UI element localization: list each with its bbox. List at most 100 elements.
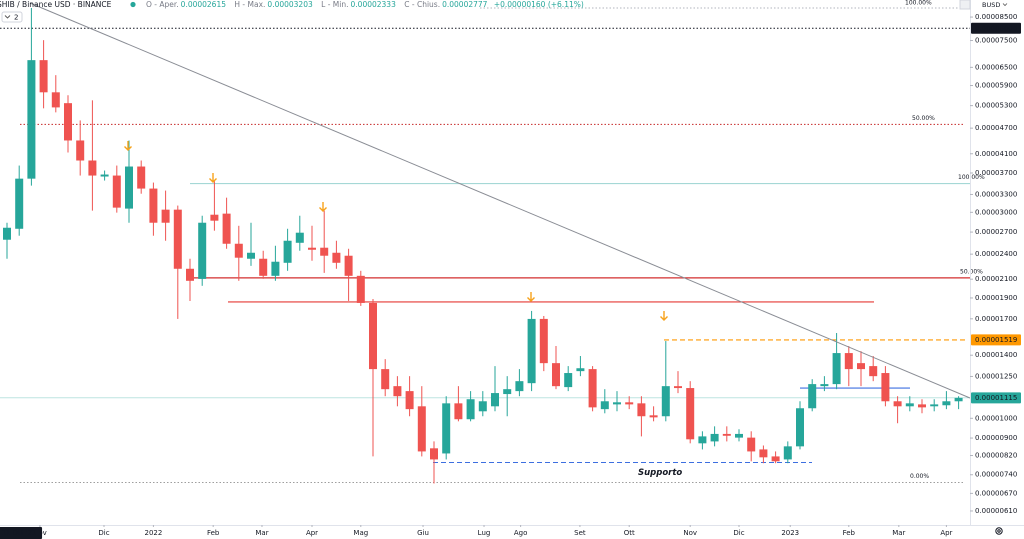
y-tick-label: 0.00002400 [975, 250, 1017, 258]
arrow [527, 292, 535, 302]
candle-body [722, 433, 731, 436]
candle-body [491, 393, 499, 407]
y-tick-label: 0.00000900 [975, 434, 1017, 442]
y-tick-label: 0.00000740 [975, 471, 1017, 479]
candle-body [332, 252, 341, 263]
price-label: 0.00001519 [975, 336, 1017, 344]
candle-body [527, 318, 536, 384]
y-tick-label: 0.00005300 [975, 102, 1017, 110]
candle-body [576, 368, 585, 372]
candle-body [588, 369, 597, 408]
y-tick-label: 0.00000820 [975, 451, 1017, 459]
x-tick-label: Lug [478, 529, 491, 537]
candle-body [381, 369, 390, 390]
level-label: 100.00% [905, 0, 932, 7]
candle-body [112, 175, 121, 208]
candle-body [186, 268, 194, 281]
arrow [319, 202, 327, 212]
candle-body [3, 227, 11, 240]
y-tick-label: 0.00001250 [975, 372, 1017, 380]
y-tick-label: 0.00002100 [975, 275, 1017, 283]
candle-body [198, 222, 207, 279]
candle-body [308, 247, 316, 250]
candle-body [125, 166, 133, 209]
field-value: 0.00002777 [442, 0, 488, 9]
change: +0.00000160 (+6.11%) [494, 0, 584, 9]
trend-line [29, 2, 971, 399]
candle-body [27, 60, 36, 179]
x-tick-label: Set [574, 529, 586, 537]
time-axis [0, 525, 1024, 539]
level-label: Supporto [638, 468, 682, 478]
x-tick-label: 2022 [144, 529, 162, 537]
candle-body [503, 389, 512, 395]
price-axis: 0.00008500 0.00007500 0.00006500 0.00005900… [970, 13, 1021, 515]
price-label: 0.00001115 [975, 394, 1017, 402]
legend-header: SHIB / Binance USD · BINANCE [0, 0, 112, 9]
x-tick-label: Mar [892, 529, 905, 537]
candle-body [430, 448, 438, 460]
currency-label[interactable]: BUSD [982, 1, 1000, 9]
x-tick-label: Feb [843, 529, 856, 537]
currency-chevron [1002, 3, 1008, 7]
candle-body [954, 397, 963, 402]
y-tick-label: 0.00006500 [975, 63, 1017, 71]
symbol: SHIB / Binance USD · BINANCE [0, 0, 112, 9]
status-dot [130, 1, 136, 8]
candle-body [405, 391, 414, 410]
candle-body [393, 386, 402, 397]
x-tick-label: Mag [353, 529, 368, 537]
candle-body [320, 247, 329, 256]
candle-body [356, 275, 365, 303]
candle-body [149, 188, 158, 223]
candle-body [698, 436, 707, 444]
candle-body [39, 60, 48, 93]
candle-body [832, 353, 841, 385]
candle-body [637, 403, 646, 417]
candle-body [918, 404, 926, 408]
x-tick-label: Apr [940, 529, 952, 537]
y-tick-label: 0.00003300 [975, 190, 1017, 198]
arrow [124, 141, 132, 151]
field-name: C - Chius. [404, 0, 440, 9]
field-value: 0.00002615 [181, 0, 227, 9]
candle-body [649, 415, 658, 418]
candle-body [564, 373, 573, 388]
cursor-label: 11 Ott '21 [1, 529, 36, 537]
candle-body [552, 363, 560, 387]
price-label-box [971, 334, 1021, 346]
chevron [4, 15, 11, 19]
candle-body [796, 408, 804, 447]
candle-body [905, 403, 914, 407]
candle-body [759, 449, 768, 458]
price-label-box [971, 22, 1021, 34]
candle-body [613, 402, 621, 405]
candle-body [295, 232, 304, 243]
indicators-toggle[interactable] [1, 11, 23, 23]
y-tick-label: 0.00001900 [975, 294, 1017, 302]
x-tick-label: Dic [733, 529, 744, 537]
candle-body [600, 401, 609, 410]
candle-body [442, 403, 451, 454]
candle-body [625, 402, 634, 405]
x-tick-label: 2023 [781, 529, 799, 537]
candle-body [259, 258, 268, 276]
candle-body [454, 403, 463, 420]
level-label: 100.00% [958, 174, 985, 181]
x-tick-label: Feb [207, 529, 220, 537]
y-tick-label: 0.00000610 [975, 507, 1017, 515]
settings-gear[interactable] [995, 527, 1003, 535]
candle-body [15, 178, 24, 229]
x-tick-label: Dic [98, 529, 109, 537]
arrow [660, 311, 668, 321]
toolbar-button[interactable] [959, 0, 971, 10]
y-tick-label: 0.00003000 [975, 208, 1017, 216]
arrow-markers [124, 141, 668, 321]
level-label: 50.00% [912, 115, 935, 122]
candle-body [539, 318, 548, 364]
candle-body [857, 363, 865, 370]
candle-body [478, 401, 487, 412]
candle-body [369, 302, 377, 370]
